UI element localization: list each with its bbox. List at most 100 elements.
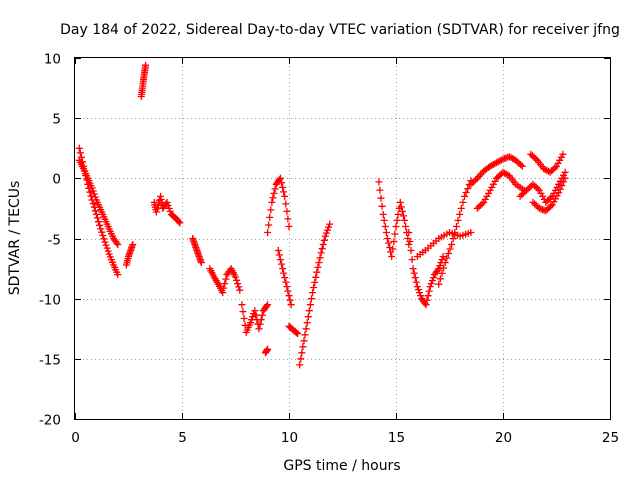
data-point <box>235 283 243 291</box>
data-point <box>142 61 150 69</box>
x-tick-label: 0 <box>71 430 80 446</box>
series-sat-arc-4 <box>137 61 150 100</box>
data-point <box>270 189 278 197</box>
data-point <box>266 213 274 221</box>
data-point <box>457 204 465 212</box>
data-point <box>375 178 383 186</box>
data-point <box>493 174 501 182</box>
x-axis-label: GPS time / hours <box>283 458 400 474</box>
data-point <box>408 256 416 264</box>
data-point <box>555 180 563 188</box>
data-point <box>102 241 110 249</box>
data-point <box>301 331 309 339</box>
data-point <box>528 152 536 160</box>
data-point <box>438 256 446 264</box>
data-point <box>443 254 451 262</box>
data-point <box>459 198 467 206</box>
data-point <box>265 221 273 229</box>
data-point <box>383 235 391 242</box>
data-point <box>517 161 525 169</box>
data-point <box>308 295 315 303</box>
data-point <box>258 311 266 319</box>
data-point <box>485 189 493 197</box>
data-point <box>389 245 397 253</box>
data-point <box>240 315 248 322</box>
data-point <box>90 190 98 198</box>
data-point <box>163 198 171 206</box>
data-point <box>76 149 84 157</box>
data-point <box>530 153 538 161</box>
data-point <box>324 226 331 234</box>
data-point <box>97 225 105 233</box>
plot-frame <box>74 57 611 420</box>
series-sat-arc-13 <box>296 220 334 369</box>
data-point <box>99 232 107 239</box>
x-tick-label: 10 <box>281 430 298 446</box>
data-point <box>276 174 284 182</box>
data-point <box>249 313 257 321</box>
y-tick-label: 10 <box>44 52 61 68</box>
data-point <box>264 345 272 353</box>
data-point <box>284 287 292 295</box>
data-point <box>436 262 444 270</box>
data-point <box>519 189 527 197</box>
data-point <box>449 235 457 242</box>
data-point <box>475 203 483 211</box>
data-point <box>282 278 290 286</box>
data-point <box>113 239 121 247</box>
series-sat-arc-19 <box>473 168 528 212</box>
data-point <box>311 278 319 286</box>
y-tick-label: -5 <box>48 233 61 249</box>
data-point <box>526 183 534 191</box>
data-point <box>441 259 449 267</box>
data-point <box>274 247 282 254</box>
data-point <box>494 173 502 181</box>
data-point <box>472 176 480 184</box>
data-point <box>380 216 388 224</box>
data-point <box>294 330 302 338</box>
data-point <box>86 188 94 196</box>
data-point <box>269 194 277 202</box>
data-point <box>396 198 404 206</box>
data-point <box>378 202 386 210</box>
data-point <box>382 229 390 236</box>
data-point <box>548 201 556 209</box>
data-point <box>239 308 247 316</box>
data-point <box>534 185 542 193</box>
series-sat-arc-9 <box>262 345 272 357</box>
data-point <box>489 180 497 188</box>
data-point <box>486 186 494 194</box>
data-point <box>114 271 122 279</box>
data-point <box>531 200 539 208</box>
data-point <box>88 184 96 192</box>
data-point <box>543 197 551 205</box>
data-point <box>547 202 555 210</box>
data-point <box>393 216 401 224</box>
series-sat-arc-3 <box>122 241 137 269</box>
data-point <box>379 210 387 218</box>
data-point <box>456 210 464 218</box>
data-point <box>313 268 321 276</box>
data-point <box>267 206 275 214</box>
data-point <box>287 301 295 309</box>
data-point <box>430 274 437 282</box>
data-point <box>100 235 108 243</box>
data-point <box>415 286 422 294</box>
data-point <box>551 164 559 172</box>
x-tick-label: 20 <box>495 430 512 446</box>
data-point <box>532 183 540 191</box>
y-tick-labels: -20 -15 -10 -5 0 5 10 <box>39 52 61 429</box>
data-point <box>425 287 433 295</box>
y-axis-label: SDTVAR / TECUs <box>7 181 23 296</box>
data-point <box>401 216 409 224</box>
data-point <box>293 329 300 337</box>
data-point <box>406 238 414 245</box>
data-point <box>497 156 505 164</box>
data-point <box>434 266 442 274</box>
data-point <box>461 192 468 200</box>
data-point <box>453 223 460 230</box>
data-point <box>555 189 563 197</box>
data-point <box>283 207 291 215</box>
data-point <box>426 283 434 291</box>
